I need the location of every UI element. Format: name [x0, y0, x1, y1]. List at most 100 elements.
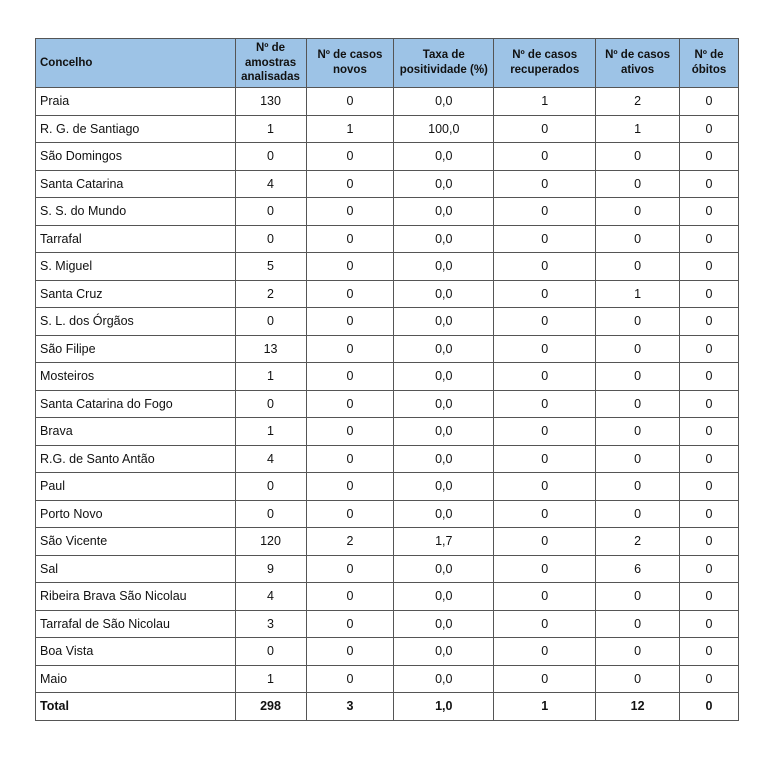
value-cell: 0	[493, 224, 597, 253]
value-cell: 13	[234, 334, 307, 363]
value-cell: 130	[234, 87, 307, 116]
value-cell: 0	[595, 197, 680, 226]
value-cell: 0	[305, 334, 395, 363]
value-cell: 0	[493, 334, 597, 363]
value-cell: 4	[234, 169, 307, 198]
value-cell: 0	[493, 417, 597, 446]
value-cell: 0	[679, 527, 739, 556]
total-row: Total 298 3 1,0 1 12 0	[35, 692, 739, 721]
covid-cases-table: Concelho Nº de amostras analisadas Nº de c…	[35, 38, 739, 721]
table-row: Tarrafal 0 0 0,0 0 0 0	[35, 224, 739, 253]
value-cell: 0	[493, 142, 597, 171]
value-cell: 0,0	[393, 362, 495, 391]
value-cell: 0	[234, 472, 307, 501]
value-cell: 0	[679, 582, 739, 611]
value-cell: 0,0	[393, 389, 495, 418]
value-cell: 0	[595, 444, 680, 473]
municipality-cell: R.G. de Santo Antão	[35, 444, 236, 473]
table-row: Ribeira Brava São Nicolau 4 0 0,0 0 0 0	[35, 582, 739, 611]
value-cell: 0	[595, 224, 680, 253]
value-cell: 12	[595, 692, 680, 721]
value-cell: 0	[679, 499, 739, 528]
municipality-cell: Tarrafal de São Nicolau	[35, 609, 236, 638]
value-cell: 0,0	[393, 664, 495, 693]
column-header: Nº de casos recuperados	[493, 38, 597, 88]
value-cell: 0	[679, 692, 739, 721]
value-cell: 0	[679, 87, 739, 116]
value-cell: 0,0	[393, 444, 495, 473]
value-cell: 0	[305, 637, 395, 666]
value-cell: 0	[493, 307, 597, 336]
value-cell: 1	[595, 279, 680, 308]
municipality-cell: R. G. de Santiago	[35, 114, 236, 143]
value-cell: 0	[234, 142, 307, 171]
value-cell: 0	[679, 197, 739, 226]
value-cell: 4	[234, 444, 307, 473]
value-cell: 0	[679, 279, 739, 308]
value-cell: 1	[305, 114, 395, 143]
value-cell: 2	[234, 279, 307, 308]
value-cell: 0,0	[393, 252, 495, 281]
value-cell: 0	[679, 664, 739, 693]
value-cell: 0	[234, 307, 307, 336]
value-cell: 0,0	[393, 87, 495, 116]
table-row: Boa Vista 0 0 0,0 0 0 0	[35, 637, 739, 666]
value-cell: 2	[595, 527, 680, 556]
table-row: Porto Novo 0 0 0,0 0 0 0	[35, 499, 739, 528]
value-cell: 0,0	[393, 197, 495, 226]
value-cell: 100,0	[393, 114, 495, 143]
value-cell: 0	[493, 527, 597, 556]
value-cell: 0	[305, 389, 395, 418]
municipality-cell: Mosteiros	[35, 362, 236, 391]
value-cell: 0	[305, 87, 395, 116]
value-cell: 0	[305, 609, 395, 638]
municipality-cell: S. L. dos Órgãos	[35, 307, 236, 336]
value-cell: 0	[234, 499, 307, 528]
value-cell: 1,7	[393, 527, 495, 556]
value-cell: 0	[595, 637, 680, 666]
value-cell: 0	[679, 142, 739, 171]
column-header: Nº de casos novos	[305, 38, 395, 88]
value-cell: 0	[305, 252, 395, 281]
value-cell: 1	[234, 362, 307, 391]
table-row: R.G. de Santo Antão 4 0 0,0 0 0 0	[35, 444, 739, 473]
value-cell: 0	[493, 197, 597, 226]
table-row: Sal 9 0 0,0 0 6 0	[35, 554, 739, 583]
municipality-cell: São Filipe	[35, 334, 236, 363]
municipality-cell: São Domingos	[35, 142, 236, 171]
column-header: Nº de casos ativos	[595, 38, 680, 88]
value-cell: 0	[595, 142, 680, 171]
value-cell: 0	[595, 417, 680, 446]
value-cell: 0	[595, 582, 680, 611]
value-cell: 0	[679, 169, 739, 198]
value-cell: 0,0	[393, 224, 495, 253]
value-cell: 0	[679, 307, 739, 336]
municipality-cell: Sal	[35, 554, 236, 583]
municipality-cell: Santa Cruz	[35, 279, 236, 308]
table-row: São Filipe 13 0 0,0 0 0 0	[35, 334, 739, 363]
value-cell: 0	[679, 444, 739, 473]
value-cell: 0	[493, 279, 597, 308]
value-cell: 0,0	[393, 417, 495, 446]
value-cell: 0	[595, 362, 680, 391]
value-cell: 0,0	[393, 609, 495, 638]
value-cell: 9	[234, 554, 307, 583]
value-cell: 0	[305, 142, 395, 171]
value-cell: 0	[679, 637, 739, 666]
value-cell: 0	[493, 499, 597, 528]
value-cell: 0	[305, 499, 395, 528]
municipality-cell: Maio	[35, 664, 236, 693]
value-cell: 1,0	[393, 692, 495, 721]
value-cell: 0	[679, 334, 739, 363]
column-header: Taxa de positividade (%)	[393, 38, 495, 88]
value-cell: 0	[679, 417, 739, 446]
table-row: Santa Catarina 4 0 0,0 0 0 0	[35, 169, 739, 198]
value-cell: 0	[679, 252, 739, 281]
table-row: Maio 1 0 0,0 0 0 0	[35, 664, 739, 693]
header-row: Concelho Nº de amostras analisadas Nº de c…	[35, 38, 739, 88]
value-cell: 0	[493, 362, 597, 391]
value-cell: 120	[234, 527, 307, 556]
value-cell: 1	[493, 692, 597, 721]
value-cell: 0,0	[393, 554, 495, 583]
municipality-cell: Boa Vista	[35, 637, 236, 666]
